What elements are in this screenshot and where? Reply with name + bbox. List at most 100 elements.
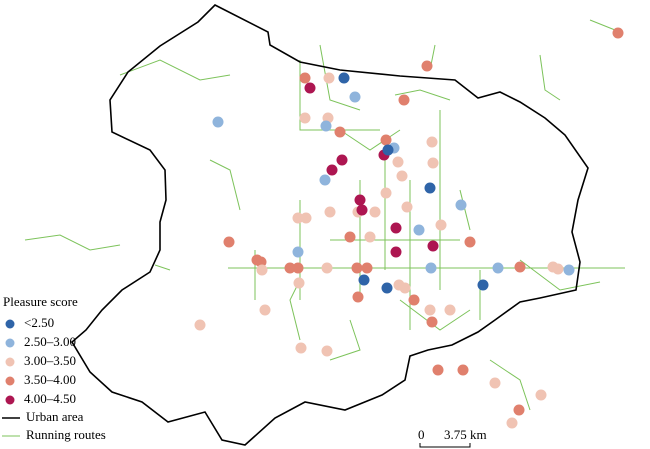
score-point — [563, 264, 575, 276]
running-route — [399, 299, 471, 331]
score-point — [514, 261, 526, 273]
score-point — [393, 279, 405, 291]
legend-swatch — [5, 357, 15, 367]
score-point — [295, 342, 307, 354]
score-point — [351, 262, 363, 274]
score-point — [364, 231, 376, 243]
score-point — [292, 262, 304, 274]
score-point — [408, 294, 420, 306]
running-route — [519, 259, 601, 291]
running-route — [459, 189, 471, 231]
running-route — [539, 54, 561, 101]
legend-swatch — [5, 338, 15, 348]
score-point — [382, 144, 394, 156]
score-point — [319, 174, 331, 186]
score-point — [358, 274, 370, 286]
score-point — [492, 262, 504, 274]
score-point — [292, 246, 304, 258]
score-point — [421, 60, 433, 72]
running-route — [394, 89, 451, 101]
score-point — [255, 256, 267, 268]
score-point — [506, 417, 518, 429]
score-point — [299, 112, 311, 124]
legend-urban: Urban area — [26, 409, 84, 424]
running-route — [489, 359, 531, 411]
score-point — [457, 364, 469, 376]
score-point — [425, 262, 437, 274]
legend-items: <2.50 2.50–3.00 3.00–3.50 3.50–4.00 4.00–4.5… — [5, 315, 76, 406]
score-point — [424, 182, 436, 194]
score-point — [334, 126, 346, 138]
score-point — [321, 262, 333, 274]
score-point — [259, 304, 271, 316]
score-point — [401, 201, 413, 213]
score-point — [380, 187, 392, 199]
score-point — [455, 199, 467, 211]
urban-area — [70, 4, 589, 446]
legend-title: Pleasure score — [3, 294, 78, 309]
legend-swatch — [5, 395, 15, 405]
score-point — [352, 291, 364, 303]
score-point — [489, 377, 501, 389]
legend-label: 4.00–4.50 — [24, 391, 76, 406]
scale-end: 3.75 km — [444, 427, 487, 442]
score-point — [361, 262, 373, 274]
score-point — [464, 236, 476, 248]
score-point — [212, 116, 224, 128]
score-point — [380, 134, 392, 146]
score-point — [535, 389, 547, 401]
score-point — [349, 91, 361, 103]
score-point — [427, 157, 439, 169]
score-point — [223, 236, 235, 248]
running-route — [299, 60, 380, 131]
legend-label: 3.00–3.50 — [24, 353, 76, 368]
score-point — [323, 72, 335, 84]
legend-routes: Running routes — [26, 427, 106, 442]
score-point — [381, 282, 393, 294]
scale-line — [419, 443, 471, 448]
score-point — [354, 194, 366, 206]
running-route — [154, 264, 171, 271]
running-route — [319, 44, 361, 111]
score-point — [320, 120, 332, 132]
score-point — [552, 263, 564, 275]
score-point — [427, 240, 439, 252]
running-route — [329, 319, 361, 361]
running-route — [24, 234, 121, 251]
score-point — [424, 304, 436, 316]
score-point — [338, 72, 350, 84]
score-point — [344, 231, 356, 243]
score-point — [336, 154, 348, 166]
score-point — [321, 345, 333, 357]
score-points — [194, 27, 624, 429]
score-point — [369, 206, 381, 218]
score-point — [444, 304, 456, 316]
running-route — [119, 59, 231, 81]
legend-label: <2.50 — [24, 315, 54, 330]
score-point — [413, 224, 425, 236]
score-point — [300, 212, 312, 224]
score-point — [426, 316, 438, 328]
running-route — [289, 279, 301, 341]
score-point — [392, 156, 404, 168]
score-point — [304, 82, 316, 94]
score-point — [398, 94, 410, 106]
score-point — [390, 246, 402, 258]
score-point — [324, 206, 336, 218]
legend: Pleasure score <2.50 2.50–3.00 3.00–3.50 3.… — [2, 294, 106, 442]
scale-bar: 0 3.75 km — [418, 427, 487, 448]
score-point — [426, 136, 438, 148]
score-point — [435, 219, 447, 231]
legend-label: 2.50–3.00 — [24, 334, 76, 349]
score-point — [292, 212, 304, 224]
running-route — [209, 159, 241, 211]
legend-swatch — [5, 319, 15, 329]
score-point — [477, 279, 489, 291]
running-route — [589, 19, 616, 31]
score-point — [390, 222, 402, 234]
score-point — [284, 262, 296, 274]
score-point — [299, 72, 311, 84]
scale-start: 0 — [418, 427, 425, 442]
score-point — [612, 27, 624, 39]
